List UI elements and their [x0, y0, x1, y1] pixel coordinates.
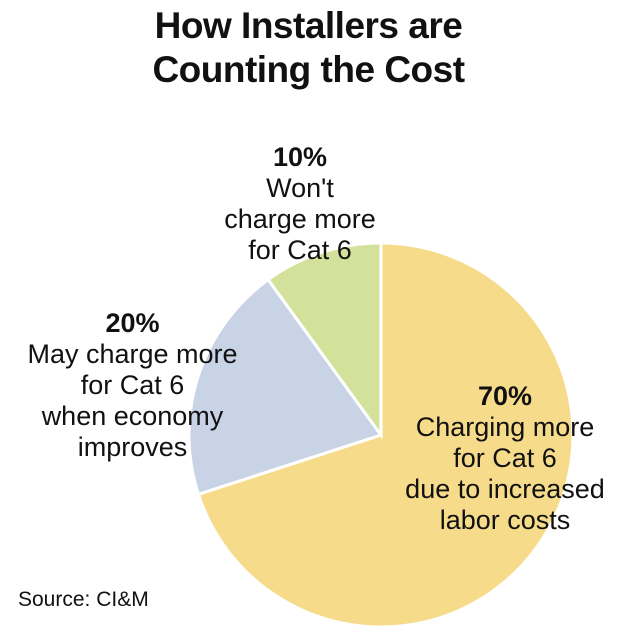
slice-label-20-line-2: for Cat 6 [80, 370, 185, 400]
slice-label-10-line-3: for Cat 6 [248, 235, 352, 265]
slice-label-20-line-3: when economy [41, 401, 224, 431]
slice-label-70-line-3: due to increased [405, 474, 605, 504]
chart-title-line-2: Counting the Cost [152, 49, 465, 90]
slice-label-70: 70% Charging more for Cat 6 due to incre… [395, 381, 615, 536]
slice-label-10-percent: 10% [272, 142, 328, 172]
slice-label-10-line-2: charge more [224, 204, 376, 234]
source-note: Source: CI&M [18, 588, 149, 611]
slice-label-20-percent: 20% [105, 308, 160, 338]
pie-slice-70 [196, 241, 575, 629]
slice-label-70-line-2: for Cat 6 [453, 443, 557, 473]
pie-slices [187, 241, 575, 629]
slice-label-70-percent: 70% [477, 381, 533, 411]
slice-label-10-line-1: Won't [266, 173, 334, 203]
slice-label-10: 10% Won't charge more for Cat 6 [205, 142, 395, 266]
slice-label-20-line-4: improves [77, 432, 188, 462]
slice-label-20-line-1: May charge more [27, 339, 238, 369]
pie-slice-10 [266, 241, 383, 440]
slice-label-70-line-1: Charging more [415, 412, 595, 442]
chart-title: How Installers are Counting the Cost [0, 4, 617, 92]
pie-slice-20 [187, 277, 384, 497]
slice-label-20: 20% May charge more for Cat 6 when econo… [10, 308, 255, 463]
slice-label-70-line-4: labor costs [439, 505, 571, 535]
chart-title-line-1: How Installers are [154, 5, 463, 46]
